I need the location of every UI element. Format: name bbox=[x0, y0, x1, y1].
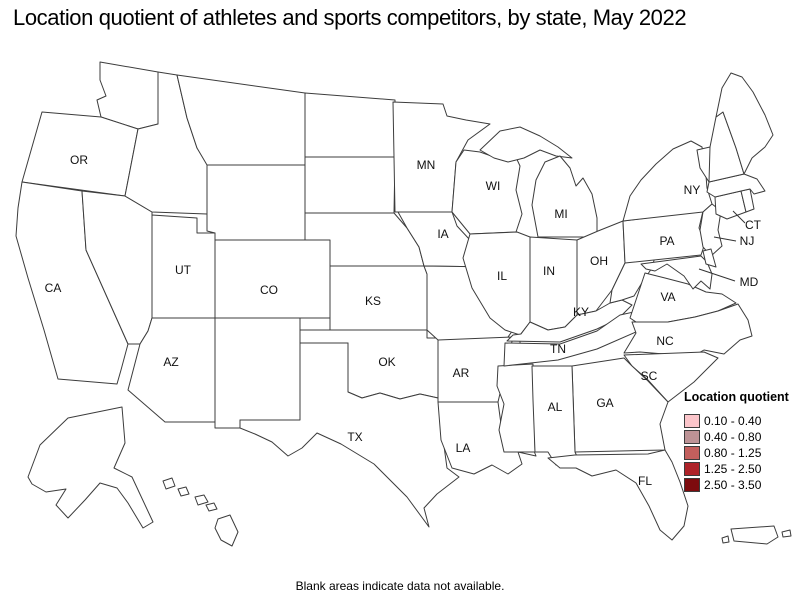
state-me bbox=[715, 72, 774, 175]
state-il bbox=[462, 231, 531, 336]
state-in bbox=[529, 236, 578, 331]
legend: Location quotient 0.10 - 0.40 0.40 - 0.8… bbox=[684, 390, 789, 493]
legend-row: 0.40 - 0.80 bbox=[684, 429, 789, 445]
state-label-ks: KS bbox=[365, 294, 381, 308]
state-nj bbox=[699, 203, 723, 257]
state-hi-kauai bbox=[162, 477, 176, 490]
state-label-nc: NC bbox=[656, 334, 674, 348]
state-label-ky: KY bbox=[573, 305, 589, 319]
state-label-fl: FL bbox=[638, 474, 652, 488]
state-label-ca: CA bbox=[45, 281, 62, 295]
state-label-ut: UT bbox=[175, 263, 192, 277]
state-wy bbox=[206, 164, 306, 241]
leader-line-ct bbox=[732, 210, 746, 224]
state-label-mn: MN bbox=[417, 158, 436, 172]
state-hi-hawaii bbox=[214, 514, 239, 547]
page-title: Location quotient of athletes and sports… bbox=[13, 5, 687, 30]
state-hi-molokai bbox=[194, 494, 209, 506]
state-fl bbox=[547, 449, 689, 541]
state-label-wi: WI bbox=[486, 179, 501, 193]
state-label-oh: OH bbox=[590, 254, 608, 268]
state-label-nj: NJ bbox=[740, 234, 755, 248]
territory-pr bbox=[730, 525, 779, 545]
state-label-ct: CT bbox=[745, 218, 762, 232]
legend-label-4: 1.25 - 2.50 bbox=[704, 462, 762, 476]
legend-swatch-2 bbox=[684, 430, 700, 444]
state-label-ga: GA bbox=[596, 396, 613, 410]
state-ma bbox=[706, 173, 766, 198]
state-nc bbox=[623, 303, 753, 361]
state-ms bbox=[496, 363, 536, 453]
footnote: Blank areas indicate data not available. bbox=[295, 579, 505, 593]
state-hi-maui bbox=[205, 502, 218, 512]
legend-row: 2.50 - 3.50 bbox=[684, 477, 789, 493]
legend-label-5: 2.50 - 3.50 bbox=[704, 478, 762, 492]
legend-swatch-5 bbox=[684, 478, 700, 492]
leader-line-md bbox=[698, 268, 736, 282]
state-label-az: AZ bbox=[163, 355, 178, 369]
state-de bbox=[702, 248, 717, 268]
state-label-md: MD bbox=[740, 275, 759, 289]
state-labels-layer: OR CA UT AZ CO KS OK TX MN WI IA IL MI IN OH KY TN AR LA AL… bbox=[45, 153, 762, 488]
state-label-sc: SC bbox=[641, 369, 658, 383]
state-label-mi: MI bbox=[554, 207, 567, 221]
state-label-la: LA bbox=[456, 441, 471, 455]
state-or bbox=[21, 111, 139, 197]
territory-pr-vieques bbox=[781, 529, 792, 538]
state-label-il: IL bbox=[497, 269, 507, 283]
legend-label-2: 0.40 - 0.80 bbox=[704, 430, 762, 444]
state-label-tx: TX bbox=[347, 430, 362, 444]
state-co bbox=[214, 239, 331, 319]
state-label-va: VA bbox=[660, 290, 675, 304]
legend-rows: 0.10 - 0.40 0.40 - 0.80 0.80 - 1.25 1.25… bbox=[684, 413, 789, 493]
state-label-ar: AR bbox=[453, 366, 470, 380]
legend-title: Location quotient bbox=[684, 390, 789, 404]
state-label-ny: NY bbox=[684, 183, 701, 197]
state-label-in: IN bbox=[543, 264, 555, 278]
state-mi bbox=[531, 155, 598, 238]
state-label-al: AL bbox=[548, 400, 563, 414]
state-label-co: CO bbox=[260, 283, 278, 297]
state-label-ok: OK bbox=[378, 355, 395, 369]
legend-row: 0.10 - 0.40 bbox=[684, 413, 789, 429]
state-label-tn: TN bbox=[550, 342, 566, 356]
state-nd bbox=[304, 92, 396, 158]
legend-row: 0.80 - 1.25 bbox=[684, 445, 789, 461]
state-label-or: OR bbox=[70, 153, 88, 167]
leader-line-nj bbox=[713, 236, 737, 242]
state-nm bbox=[214, 317, 301, 429]
legend-row: 1.25 - 2.50 bbox=[684, 461, 789, 477]
state-label-pa: PA bbox=[659, 234, 674, 248]
state-label-ia: IA bbox=[437, 227, 448, 241]
territory-pr-culebra bbox=[721, 535, 730, 544]
state-al bbox=[531, 365, 581, 466]
legend-label-3: 0.80 - 1.25 bbox=[704, 446, 762, 460]
legend-swatch-3 bbox=[684, 446, 700, 460]
state-hi-oahu bbox=[177, 486, 190, 497]
legend-label-1: 0.10 - 0.40 bbox=[704, 414, 762, 428]
state-tx bbox=[239, 342, 460, 528]
state-ga bbox=[571, 357, 669, 453]
legend-swatch-1 bbox=[684, 414, 700, 428]
legend-swatch-4 bbox=[684, 462, 700, 476]
state-ak bbox=[27, 406, 154, 529]
state-sd bbox=[304, 156, 396, 214]
state-mi-upper bbox=[479, 126, 573, 163]
